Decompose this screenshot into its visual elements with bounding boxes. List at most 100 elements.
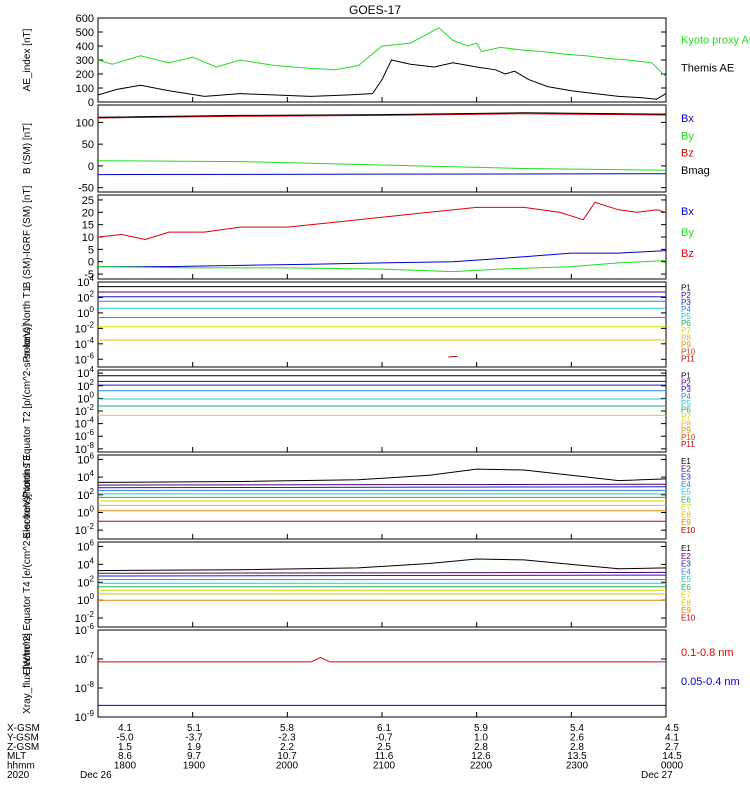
time-row-value: 5.1	[187, 723, 201, 734]
legend-e10: E10	[681, 526, 696, 535]
y-tick-label: 10-8	[75, 680, 95, 695]
legend-e7: E7	[681, 503, 691, 512]
series-line-bx	[97, 173, 667, 176]
panel-frame	[97, 104, 667, 193]
y-tick-label: 100	[77, 305, 94, 320]
y-tick-label: 10-2	[75, 320, 95, 335]
time-row-value: 9.7	[187, 751, 201, 762]
date-end-label: Dec 27	[641, 770, 673, 781]
legend-e10: E10	[681, 614, 696, 623]
y-tick-label: 104	[77, 274, 94, 289]
legend-e9: E9	[681, 606, 691, 615]
time-row-value: 1.9	[187, 742, 201, 753]
legend-bx: Bx	[681, 206, 694, 218]
time-row-value: 5.9	[474, 723, 488, 734]
y-tick-exponent: -6	[87, 428, 95, 437]
y-tick-exponent: 2	[90, 289, 95, 298]
y-tick-label: 600	[76, 13, 94, 25]
series-line-e2	[97, 571, 667, 574]
y-tick-exponent: -6	[87, 622, 95, 631]
legend-e5: E5	[681, 575, 691, 584]
legend-p9: P9	[681, 426, 691, 435]
legend-p3: P3	[681, 385, 691, 394]
legend-e1: E1	[681, 457, 691, 466]
legend-p9: P9	[681, 340, 691, 349]
y-axis-label: Protons Equator T2 [p/(cm^2-s-sr-keV)]	[22, 324, 33, 498]
y-tick-label: 104	[77, 469, 94, 484]
y-tick-exponent: -8	[87, 441, 95, 450]
legend-themis-ae: Themis AE	[681, 62, 734, 74]
y-tick-exponent: 0	[90, 305, 95, 314]
series-line-by	[97, 260, 667, 273]
y-axis-label: AE_index [nT]	[22, 28, 33, 91]
y-axis-label: Electrons Equator T4 [e/(cm^2-s-sr-keV)]	[22, 494, 33, 675]
time-row-value: 2.5	[377, 742, 391, 753]
time-row-value: 13.5	[567, 751, 587, 762]
legend-p11: P11	[681, 355, 695, 364]
time-row-label: MLT	[7, 751, 26, 762]
legend-e4: E4	[681, 480, 691, 489]
time-row-value: 5.8	[280, 723, 294, 734]
legend-p6: P6	[681, 319, 691, 328]
y-tick-exponent: 2	[90, 378, 95, 387]
date-start-label: Dec 26	[80, 770, 112, 781]
y-tick-label: 25	[82, 195, 94, 207]
panel-frame	[97, 541, 667, 628]
legend-bx: Bx	[681, 113, 694, 125]
series-line-e3	[97, 486, 667, 489]
time-row-value: 1.5	[118, 742, 132, 753]
series-line-0-1-0-8-nm	[98, 656, 666, 663]
y-tick-label: 106	[77, 451, 94, 466]
panel-1: 600 500 400 300 200 100 0 AE_index [nT] Kyoto pr…	[22, 13, 750, 109]
legend-bz: Bz	[681, 248, 694, 260]
y-tick-label: 200	[76, 69, 94, 81]
time-row-value: 6.1	[377, 723, 391, 734]
legend-bz: Bz	[681, 148, 694, 160]
y-tick-label: 10-2	[75, 522, 95, 537]
y-tick-exponent: -7	[87, 651, 95, 660]
series-line-e2	[97, 483, 667, 486]
series-line-p11	[448, 355, 458, 358]
time-row-label: Z-GSM	[7, 742, 39, 753]
legend-p3: P3	[681, 298, 691, 307]
time-row-label: hhmm	[7, 761, 35, 772]
time-row-value: 4.5	[665, 723, 679, 734]
legend-e2: E2	[681, 465, 691, 474]
y-tick-label: 106	[77, 538, 94, 553]
time-row-value: -3.7	[185, 732, 203, 743]
y-tick-label: 102	[77, 574, 94, 589]
legend-e1: E1	[681, 544, 691, 553]
time-row-value: 11.6	[375, 751, 394, 762]
y-tick-exponent: 4	[90, 469, 95, 478]
y-tick-label: 10-6	[75, 622, 95, 637]
y-tick-exponent: 4	[90, 556, 95, 565]
time-row-value: 4.1	[118, 723, 132, 734]
time-row-value: 2.8	[474, 742, 488, 753]
legend-p10: P10	[681, 347, 696, 356]
y-tick-label: 102	[77, 289, 94, 304]
y-axis-label: B (SM) [nT]	[22, 123, 33, 174]
time-row-value: -5.0	[116, 732, 134, 743]
legend-0-05-0-4-nm: 0.05-0.4 nm	[681, 676, 740, 688]
legend-p8: P8	[681, 419, 691, 428]
y-tick-exponent: -2	[87, 403, 95, 412]
series-line-bz	[97, 113, 667, 119]
y-tick-label: 0	[88, 257, 94, 269]
legend-p4: P4	[681, 392, 691, 401]
y-tick-exponent: 6	[90, 538, 95, 547]
y-tick-label: 300	[76, 55, 94, 67]
y-tick-exponent: 4	[90, 274, 95, 283]
y-tick-label: 0	[88, 97, 94, 109]
y-axis-label: Xray_flux [W/m^2]	[22, 633, 33, 714]
series-line-bmag	[97, 112, 667, 118]
y-tick-label: -50	[78, 183, 94, 195]
y-tick-exponent: 0	[90, 390, 95, 399]
y-tick-exponent: 2	[90, 487, 95, 496]
y-tick-exponent: -9	[87, 709, 95, 718]
legend-kyoto-proxy-ae: Kyoto proxy AE	[681, 34, 750, 46]
legend-e9: E9	[681, 518, 691, 527]
y-tick-label: 10-4	[75, 336, 95, 351]
time-row-value: 2000	[276, 761, 299, 772]
